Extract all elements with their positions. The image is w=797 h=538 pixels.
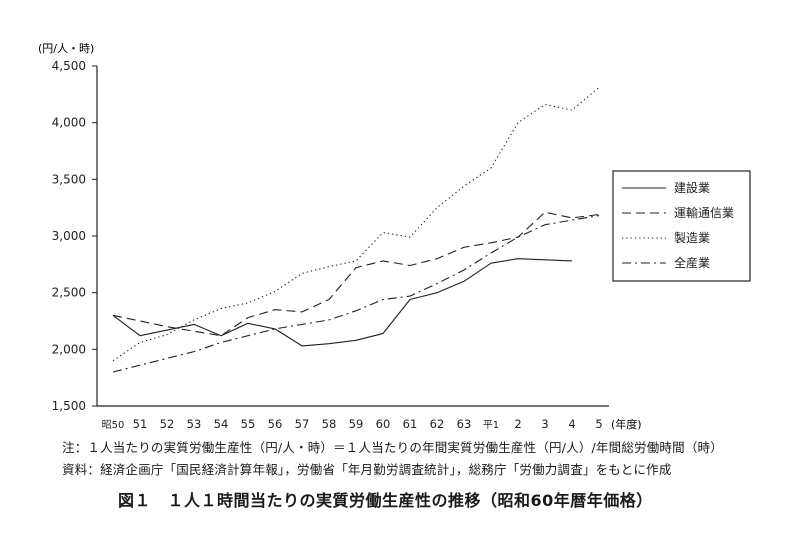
figure-caption: 図１ １人１時間当たりの実質労働生産性の推移（昭和60年暦年価格） (118, 491, 653, 510)
x-tick-label: 5 (595, 417, 602, 431)
series-lines (112, 87, 600, 373)
x-tick-label: 平1 (483, 420, 499, 431)
y-tick-label: 4,000 (52, 116, 86, 130)
legend-label: 全産業 (674, 255, 710, 270)
y-axis-ticks: 1,500 2,000 2,500 3,000 3,500 4,000 4,500 (52, 59, 97, 413)
x-tick-label: 54 (214, 417, 229, 431)
y-tick-label: 2,000 (52, 342, 86, 356)
x-tick-label: 2 (514, 417, 521, 431)
legend-label: 建設業 (674, 180, 710, 195)
series-line (112, 215, 600, 373)
source-note: 資料：経済企画庁「国民経済計算年報」，労働省「年月勤労調査統計」，総務庁「労働力… (62, 462, 672, 477)
series-line (112, 258, 573, 347)
x-tick-label: 55 (241, 417, 256, 431)
x-tick-label: 62 (430, 417, 445, 431)
x-tick-label: 52 (160, 417, 175, 431)
x-tick-label: 61 (403, 417, 418, 431)
x-tick-label: 3 (541, 417, 548, 431)
footnote: 注：１人当たりの実質労働生産性（円/人・時）＝１人当たりの年間実質労働生産性（円… (62, 440, 723, 455)
x-tick-label: 60 (376, 417, 391, 431)
y-tick-label: 3,500 (52, 172, 86, 186)
x-tick-label: 53 (187, 417, 202, 431)
x-tick-label: 51 (133, 417, 148, 431)
legend-label: 製造業 (674, 231, 710, 245)
chart-axes (96, 66, 609, 407)
x-tick-label: 63 (457, 417, 472, 431)
y-tick-label: 4,500 (52, 59, 86, 73)
y-tick-label: 3,000 (52, 229, 86, 243)
series-line (112, 87, 600, 362)
y-tick-label: 2,500 (52, 286, 86, 300)
legend-label: 運輸通信業 (674, 205, 734, 220)
x-tick-label: 56 (268, 417, 283, 431)
series-line (112, 211, 600, 337)
y-axis-unit: (円/人・時) (38, 42, 94, 55)
x-tick-label: 57 (295, 417, 310, 431)
x-axis-unit: (年度) (611, 417, 642, 431)
x-tick-label: 59 (349, 417, 364, 431)
x-tick-label: 4 (568, 417, 575, 431)
x-tick-label: 58 (322, 417, 337, 431)
x-tick-label: 昭50 (102, 419, 125, 431)
y-tick-label: 1,500 (52, 399, 86, 413)
x-axis-ticks: 昭50 51 52 53 54 55 56 57 58 59 60 61 62 63 平1 2 3 4 5 (102, 417, 603, 431)
